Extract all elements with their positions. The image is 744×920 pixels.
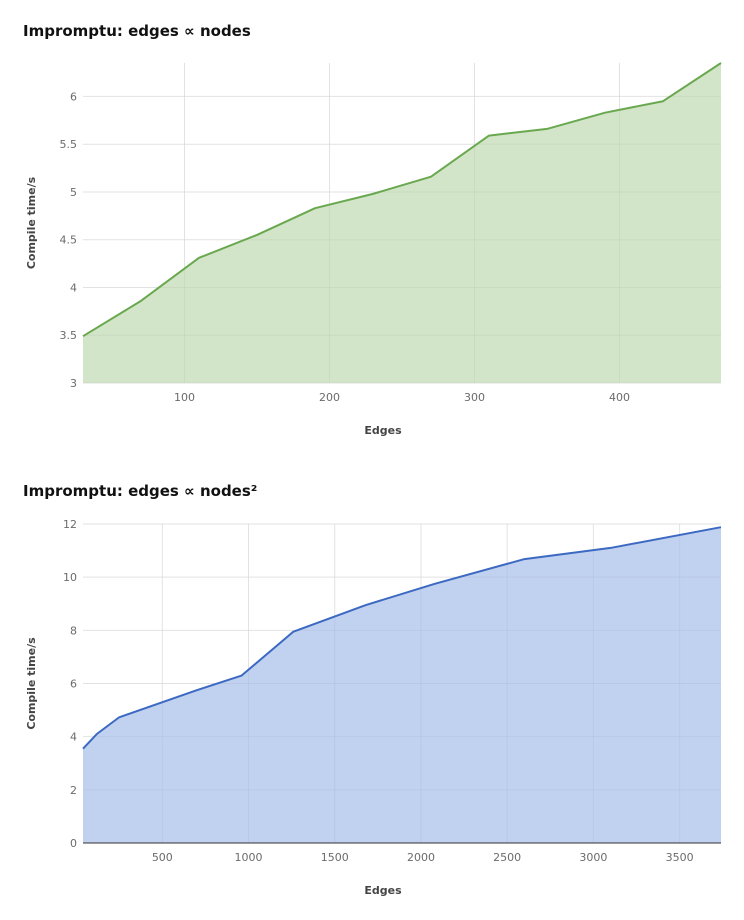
- x-tick-label: 400: [609, 391, 630, 404]
- x-tick-label: 3500: [666, 851, 694, 864]
- y-tick-label: 3.5: [60, 329, 78, 342]
- series-area: [83, 63, 721, 383]
- y-tick-label: 5.5: [60, 138, 78, 151]
- series-line: [82, 62, 722, 338]
- x-tick-label: 3000: [579, 851, 607, 864]
- y-axis-label: Compile time/s: [25, 176, 38, 269]
- series-area: [83, 527, 721, 843]
- x-tick-label: 200: [319, 391, 340, 404]
- y-tick-label: 3: [70, 377, 77, 390]
- chart-title: Impromptu: edges ∝ nodes: [23, 22, 251, 40]
- chart-edges-linear: Impromptu: edges ∝ nodes 3 3.5 4 4.5 5 5.5 6 10…: [23, 22, 722, 437]
- y-tick-label: 4: [70, 281, 77, 294]
- chart-title: Impromptu: edges ∝ nodes²: [23, 482, 258, 500]
- x-tick-label: 300: [464, 391, 485, 404]
- y-tick-label: 4: [70, 731, 77, 744]
- chart-plot: 0 2 4 6 8 10 12 500 1000 1500 2000 2500 3000 3500 Edge…: [25, 518, 722, 897]
- y-tick-label: 12: [63, 518, 77, 531]
- y-tick-label: 8: [70, 624, 77, 637]
- x-axis-label: Edges: [364, 424, 402, 437]
- chart-edges-quadratic: Impromptu: edges ∝ nodes² 0 2 4 6 8 10 12 500 10…: [0, 460, 744, 920]
- y-tick-label: 0: [70, 837, 77, 850]
- x-tick-label: 2000: [407, 851, 435, 864]
- x-tick-label: 1000: [235, 851, 263, 864]
- x-tick-label: 2500: [493, 851, 521, 864]
- y-axis-label: Compile time/s: [25, 637, 38, 730]
- x-tick-label: 1500: [321, 851, 349, 864]
- x-axis-label: Edges: [364, 884, 402, 897]
- y-tick-label: 5: [70, 186, 77, 199]
- chart-plot: 3 3.5 4 4.5 5 5.5 6 100 200 300 400 Edges Compile ti…: [25, 62, 722, 437]
- y-tick-label: 6: [70, 678, 77, 691]
- y-tick-label: 10: [63, 571, 77, 584]
- x-tick-label: 500: [152, 851, 173, 864]
- y-tick-label: 4.5: [60, 234, 78, 247]
- x-tick-label: 100: [174, 391, 195, 404]
- y-tick-label: 2: [70, 784, 77, 797]
- y-tick-label: 6: [70, 90, 77, 103]
